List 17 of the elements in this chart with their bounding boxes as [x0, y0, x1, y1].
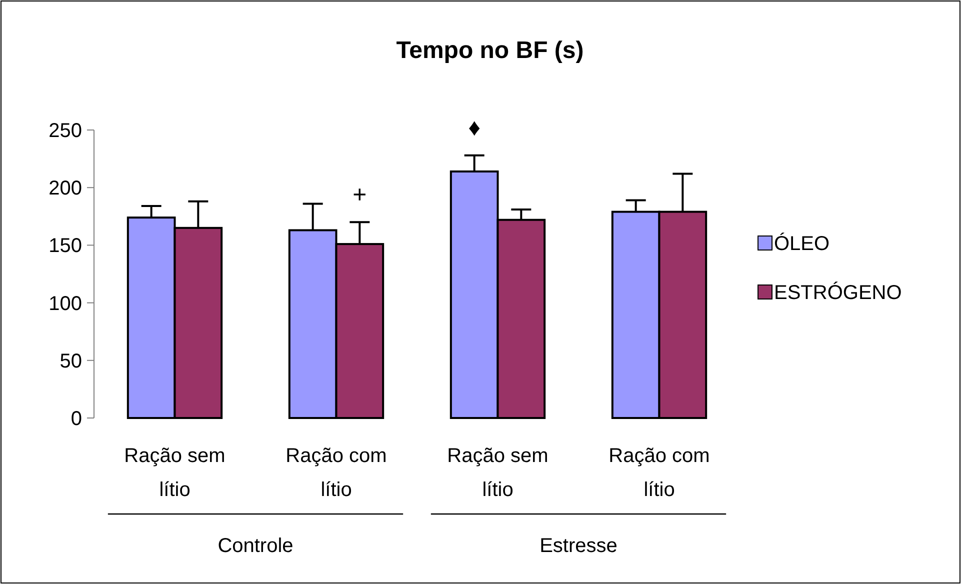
- x-tick-label: Ração sem lítio: [124, 445, 226, 501]
- text: Estresse: [540, 535, 618, 557]
- x-tick-label: Ração com lítio: [286, 445, 387, 501]
- legend-label: ÓLEO: [774, 232, 830, 255]
- chart-title: Tempo no BF (s): [396, 37, 584, 64]
- annotation: +: [352, 182, 367, 209]
- y-tick-label: 100: [48, 292, 82, 315]
- x-tick-label: Ração sem lítio: [447, 445, 548, 501]
- y-tick-label: 150: [48, 235, 82, 258]
- annotation: ♦: [468, 114, 480, 142]
- x-tick-label: Ração com lítio: [608, 445, 710, 501]
- text: Controle: [218, 535, 294, 557]
- y-tick-label: 250: [48, 120, 82, 142]
- legend-label: ESTRÓGENO: [774, 281, 902, 304]
- y-tick-label: 50: [60, 350, 82, 372]
- y-tick-label: 0: [70, 408, 82, 430]
- y-tick-label: 200: [48, 178, 82, 200]
